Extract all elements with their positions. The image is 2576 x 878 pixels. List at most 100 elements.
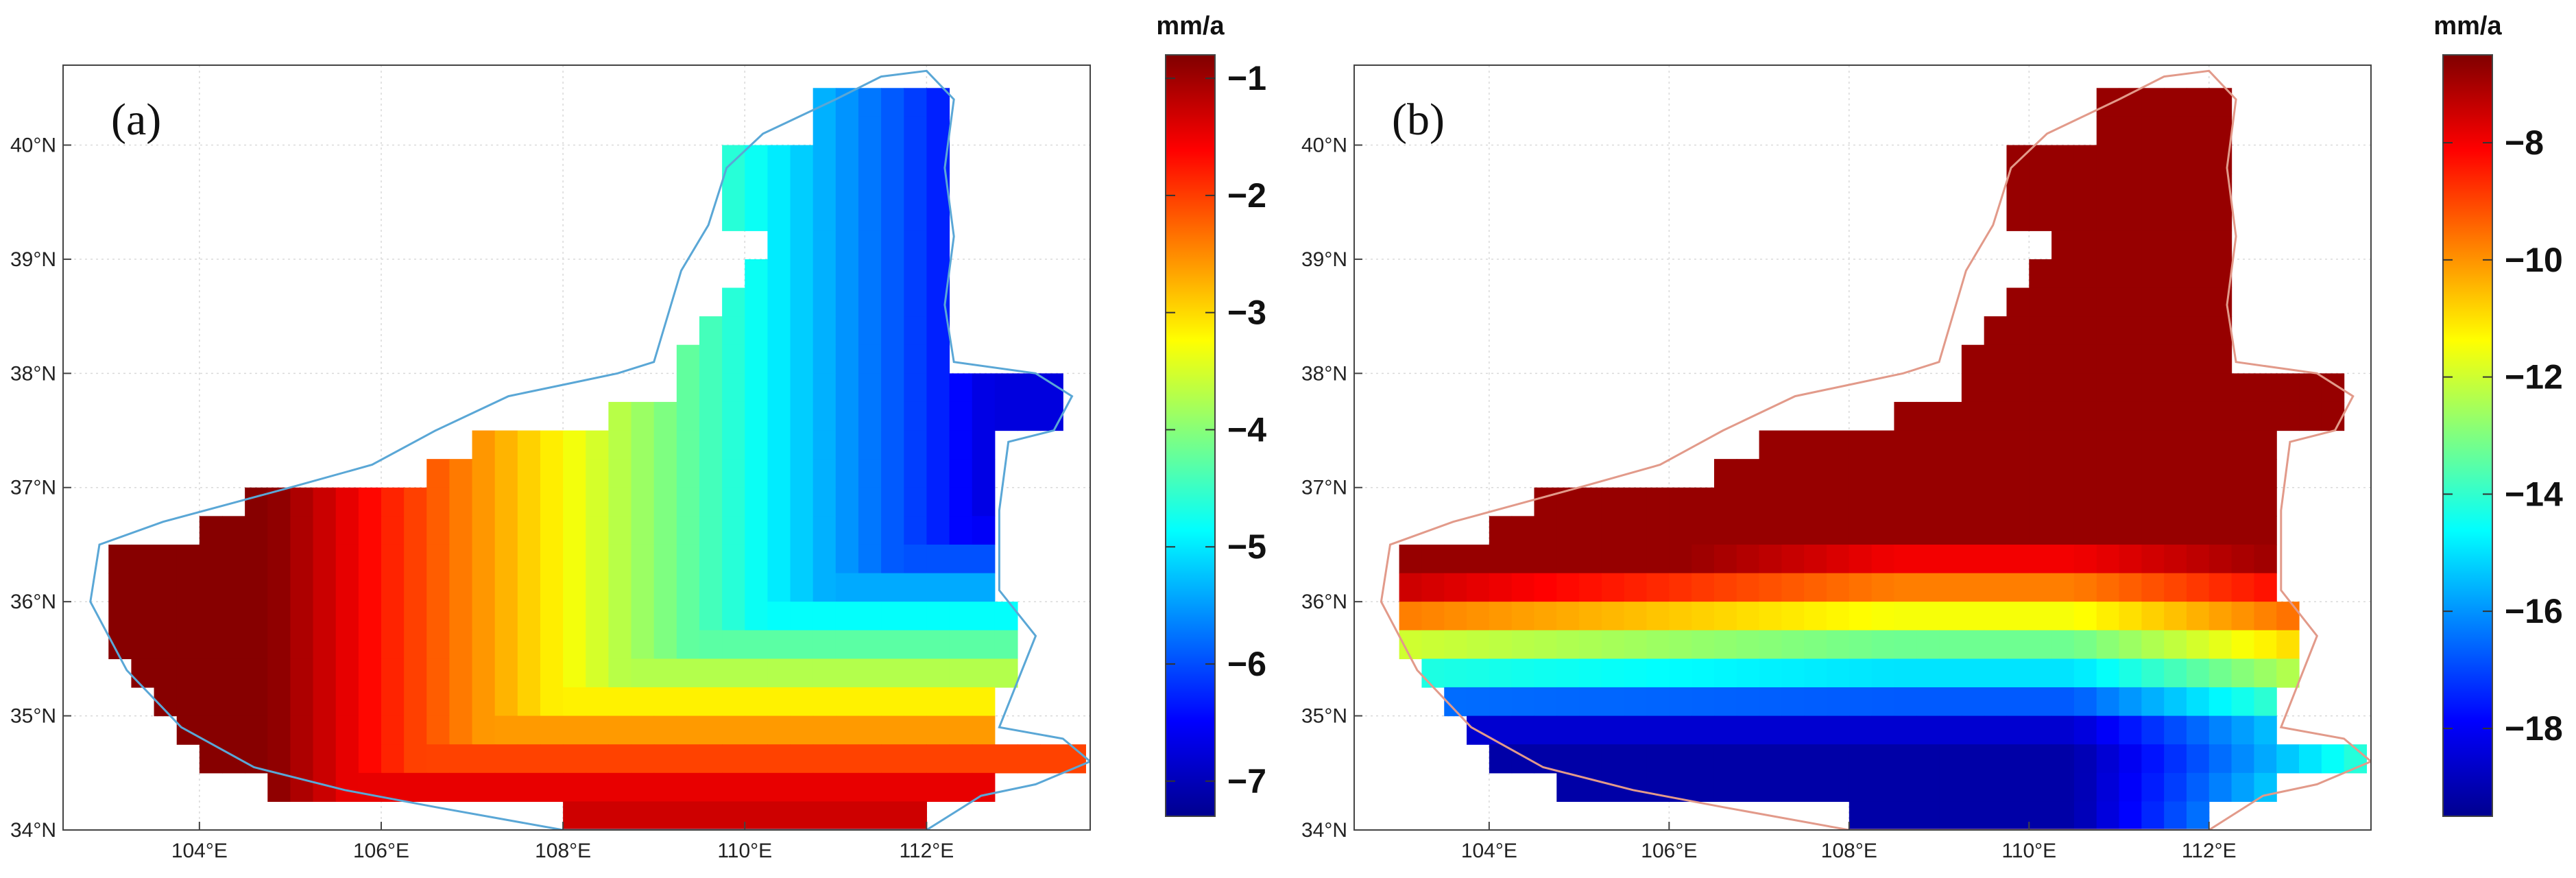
- heatmap-cell: [1713, 487, 1737, 517]
- heatmap-cell: [653, 772, 677, 802]
- heatmap-cell: [904, 687, 927, 717]
- panel-a-heatmap: [108, 88, 1086, 830]
- heatmap-cell: [2164, 430, 2187, 460]
- heatmap-cell: [1759, 687, 1782, 717]
- heatmap-cell: [812, 573, 836, 602]
- heatmap-cell: [586, 801, 609, 830]
- heatmap-cell: [335, 573, 359, 602]
- heatmap-cell: [2141, 658, 2165, 688]
- heatmap-cell: [2164, 744, 2187, 774]
- heatmap-cell: [699, 487, 723, 517]
- heatmap-cell: [2164, 772, 2187, 802]
- heatmap-cell: [2096, 573, 2120, 602]
- heatmap-cell: [2119, 744, 2142, 774]
- heatmap-cell: [835, 715, 859, 745]
- heatmap-cell: [2164, 687, 2187, 717]
- heatmap-cell: [335, 487, 359, 517]
- heatmap-cell: [1399, 602, 1423, 631]
- x-tick-label: 106°E: [353, 840, 409, 862]
- heatmap-cell: [290, 687, 314, 717]
- heatmap-cell: [154, 658, 178, 688]
- heatmap-cell: [1961, 772, 1985, 802]
- heatmap-cell: [1646, 516, 1670, 545]
- heatmap-cell: [2051, 658, 2075, 688]
- heatmap-cell: [176, 544, 200, 574]
- heatmap-cell: [1692, 630, 1715, 659]
- heatmap-cell: [540, 544, 564, 574]
- heatmap-cell: [199, 630, 223, 659]
- heatmap-cell: [1601, 516, 1625, 545]
- heatmap-cell: [2096, 401, 2120, 431]
- heatmap-cell: [676, 772, 700, 802]
- heatmap-cell: [2119, 88, 2142, 117]
- heatmap-cell: [1736, 772, 1760, 802]
- heatmap-cell: [926, 259, 950, 289]
- heatmap-cell: [2141, 516, 2165, 545]
- heatmap-cell: [972, 430, 996, 460]
- heatmap-cell: [108, 544, 132, 574]
- heatmap-cell: [767, 544, 791, 574]
- heatmap-cell: [812, 772, 836, 802]
- heatmap-cell: [2186, 630, 2210, 659]
- heatmap-cell: [199, 516, 223, 545]
- heatmap-cell: [245, 630, 268, 659]
- heatmap-cell: [904, 116, 927, 146]
- heatmap-cell: [2254, 573, 2277, 602]
- heatmap-cell: [2029, 373, 2052, 403]
- heatmap-cell: [245, 602, 268, 631]
- heatmap-cell: [1601, 544, 1625, 574]
- heatmap-cell: [381, 630, 405, 659]
- heatmap-cell: [2141, 202, 2165, 231]
- heatmap-cell: [767, 202, 791, 231]
- heatmap-cell: [2119, 658, 2142, 688]
- heatmap-cell: [949, 715, 973, 745]
- heatmap-cell: [2254, 630, 2277, 659]
- heatmap-cell: [1984, 401, 2008, 431]
- heatmap-cell: [2119, 373, 2142, 403]
- heatmap-cell: [2231, 487, 2254, 517]
- heatmap-cell: [1421, 544, 1445, 574]
- colorbar-tick-label: −1: [1227, 59, 1266, 97]
- heatmap-cell: [904, 602, 927, 631]
- heatmap-cell: [1827, 430, 1850, 460]
- heatmap-cell: [1511, 715, 1535, 745]
- heatmap-cell: [1849, 630, 1873, 659]
- heatmap-cell: [2029, 259, 2052, 289]
- heatmap-cell: [835, 487, 859, 517]
- heatmap-cell: [2254, 544, 2277, 574]
- heatmap-cell: [108, 573, 132, 602]
- heatmap-cell: [858, 715, 882, 745]
- heatmap-cell: [1916, 801, 1940, 830]
- heatmap-cell: [2276, 658, 2300, 688]
- heatmap-cell: [358, 658, 382, 688]
- heatmap-cell: [926, 373, 950, 403]
- heatmap-cell: [767, 772, 791, 802]
- heatmap-cell: [2073, 174, 2097, 203]
- heatmap-cell: [1534, 602, 1557, 631]
- heatmap-cell: [1781, 658, 1805, 688]
- heatmap-cell: [653, 602, 677, 631]
- heatmap-cell: [2096, 145, 2120, 174]
- colorbar-tick-label: −3: [1227, 294, 1266, 332]
- heatmap-cell: [1804, 687, 1827, 717]
- heatmap-cell: [2029, 316, 2052, 346]
- heatmap-cell: [358, 573, 382, 602]
- heatmap-cell: [1017, 744, 1041, 774]
- heatmap-cell: [631, 401, 655, 431]
- heatmap-cell: [1916, 573, 1940, 602]
- heatmap-cell: [1939, 772, 1962, 802]
- heatmap-cell: [358, 744, 382, 774]
- heatmap-cell: [2119, 487, 2142, 517]
- heatmap-cell: [2231, 516, 2254, 545]
- heatmap-cell: [2254, 516, 2277, 545]
- heatmap-cell: [313, 573, 337, 602]
- heatmap-cell: [2254, 373, 2277, 403]
- heatmap-cell: [2231, 715, 2254, 745]
- heatmap-cell: [494, 744, 518, 774]
- heatmap-cell: [1579, 516, 1602, 545]
- heatmap-cell: [2186, 459, 2210, 488]
- heatmap-cell: [1759, 573, 1782, 602]
- heatmap-cell: [835, 316, 859, 346]
- heatmap-cell: [517, 430, 541, 460]
- heatmap-cell: [426, 715, 450, 745]
